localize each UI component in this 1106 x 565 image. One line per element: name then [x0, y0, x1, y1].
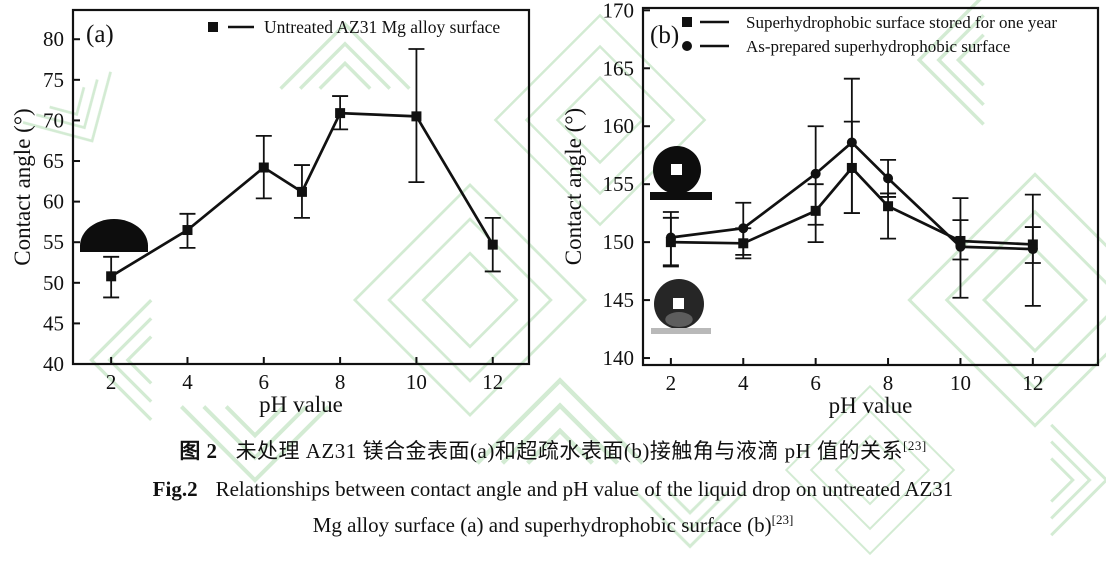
legend-square-marker-icon — [682, 17, 692, 27]
data-point-marker — [846, 137, 857, 148]
x-tick-label: 2 — [106, 370, 117, 394]
legend-label: Untreated AZ31 Mg alloy surface — [264, 17, 500, 37]
superhydrophobic-drop-photo-icon — [650, 146, 712, 200]
as-prepared-drop-photo-icon — [651, 279, 711, 334]
chart-untreated-az31: 2 4 6 8 10 12 40 45 50 55 60 65 70 75 80 pH value Contac… — [10, 8, 531, 417]
legend-entry: Superhydrophobic surface stored for one … — [682, 13, 1057, 32]
data-point-marker — [1027, 244, 1038, 255]
caption-en-ref: [23] — [771, 512, 794, 527]
data-point-marker — [335, 108, 346, 119]
y-tick-label: 70 — [43, 108, 64, 132]
y-tick-label: 40 — [43, 352, 64, 376]
x-axis: 2 4 6 8 10 12 — [106, 357, 503, 394]
legend-square-marker-icon — [208, 22, 218, 32]
y-tick-label: 60 — [43, 190, 64, 214]
chart-superhydrophobic: 2 4 6 8 10 12 140 145 150 155 160 165 170 pH value Con… — [561, 0, 1100, 418]
data-point-marker — [955, 241, 966, 252]
legend-entry: Untreated AZ31 Mg alloy surface — [208, 17, 500, 37]
legend-label: As-prepared superhydrophobic surface — [746, 37, 1010, 56]
y-tick-label: 75 — [43, 68, 64, 92]
y-tick-label: 150 — [603, 230, 635, 254]
legend-circle-marker-icon — [682, 41, 692, 51]
y-tick-label: 160 — [603, 114, 635, 138]
x-tick-label: 10 — [406, 370, 427, 394]
data-point-marker — [411, 111, 422, 122]
data-point-marker — [296, 186, 307, 197]
caption-chinese: 图 2 未处理 AZ31 镁合金表面(a)和超疏水表面(b)接触角与液滴 pH 值… — [0, 438, 1106, 463]
data-point-marker — [258, 162, 269, 173]
x-tick-label: 10 — [950, 371, 971, 395]
figure-caption: 图 2 未处理 AZ31 镁合金表面(a)和超疏水表面(b)接触角与液滴 pH 值… — [0, 438, 1106, 537]
x-tick-label: 2 — [666, 371, 677, 395]
error-bar — [952, 219, 969, 261]
data-point-marker — [665, 232, 676, 243]
caption-en-text1: Relationships between contact angle and … — [215, 477, 954, 501]
data-point-marker — [810, 168, 821, 179]
y-tick-label: 170 — [603, 0, 635, 22]
y-tick-label: 45 — [43, 311, 64, 335]
y-tick-label: 55 — [43, 230, 64, 254]
y-tick-label: 80 — [43, 27, 64, 51]
data-point-marker — [883, 173, 894, 184]
plot-frame — [71, 8, 531, 366]
caption-cn-ref: [23] — [903, 438, 927, 453]
x-tick-label: 12 — [1022, 371, 1043, 395]
series-square — [103, 48, 501, 299]
data-point-marker — [182, 225, 193, 236]
caption-english-line2: Mg alloy surface (a) and superhydrophobi… — [0, 512, 1106, 537]
x-axis-title: pH value — [259, 392, 343, 417]
series-circle — [662, 77, 1041, 307]
legend-entry: As-prepared superhydrophobic surface — [682, 37, 1010, 56]
caption-en-label: Fig.2 — [152, 477, 198, 501]
legend-label: Superhydrophobic surface stored for one … — [746, 13, 1057, 32]
x-axis-title: pH value — [829, 393, 913, 418]
data-point-marker — [883, 201, 894, 212]
panel-label: (b) — [650, 22, 679, 49]
data-point-marker — [487, 239, 498, 250]
y-axis-title: Contact angle (°) — [10, 108, 35, 265]
y-axis: 40 45 50 55 60 65 70 75 80 — [43, 27, 80, 376]
y-tick-label: 145 — [603, 288, 635, 312]
data-point-marker — [738, 223, 749, 234]
y-tick-label: 165 — [603, 56, 635, 80]
y-tick-label: 155 — [603, 172, 635, 196]
caption-cn-text: 未处理 AZ31 镁合金表面(a)和超疏水表面(b)接触角与液滴 pH 值的关系 — [235, 439, 904, 463]
x-tick-label: 8 — [335, 370, 346, 394]
x-tick-label: 6 — [259, 370, 270, 394]
inset-droplet-photos — [80, 219, 148, 252]
caption-en-text2: Mg alloy surface (a) and superhydrophobi… — [312, 513, 772, 537]
y-axis-title: Contact angle (°) — [561, 108, 586, 265]
y-tick-label: 140 — [603, 346, 635, 370]
plot-frame — [641, 6, 1100, 367]
x-tick-label: 4 — [182, 370, 193, 394]
x-axis: 2 4 6 8 10 12 — [666, 358, 1043, 395]
x-tick-label: 8 — [883, 371, 894, 395]
caption-english-line1: Fig.2 Relationships between contact angle… — [0, 479, 1106, 500]
sessile-drop-photo-icon — [80, 219, 148, 252]
panel-label: (a) — [86, 21, 114, 48]
y-axis: 140 145 150 155 160 165 170 — [603, 0, 650, 370]
inset-droplet-photos — [650, 146, 712, 334]
caption-cn-label: 图 2 — [179, 439, 218, 463]
data-point-marker — [106, 271, 117, 282]
x-tick-label: 4 — [738, 371, 749, 395]
x-tick-label: 6 — [810, 371, 821, 395]
y-tick-label: 50 — [43, 271, 64, 295]
y-tick-label: 65 — [43, 149, 64, 173]
x-tick-label: 12 — [482, 370, 503, 394]
error-bar — [1024, 226, 1041, 307]
